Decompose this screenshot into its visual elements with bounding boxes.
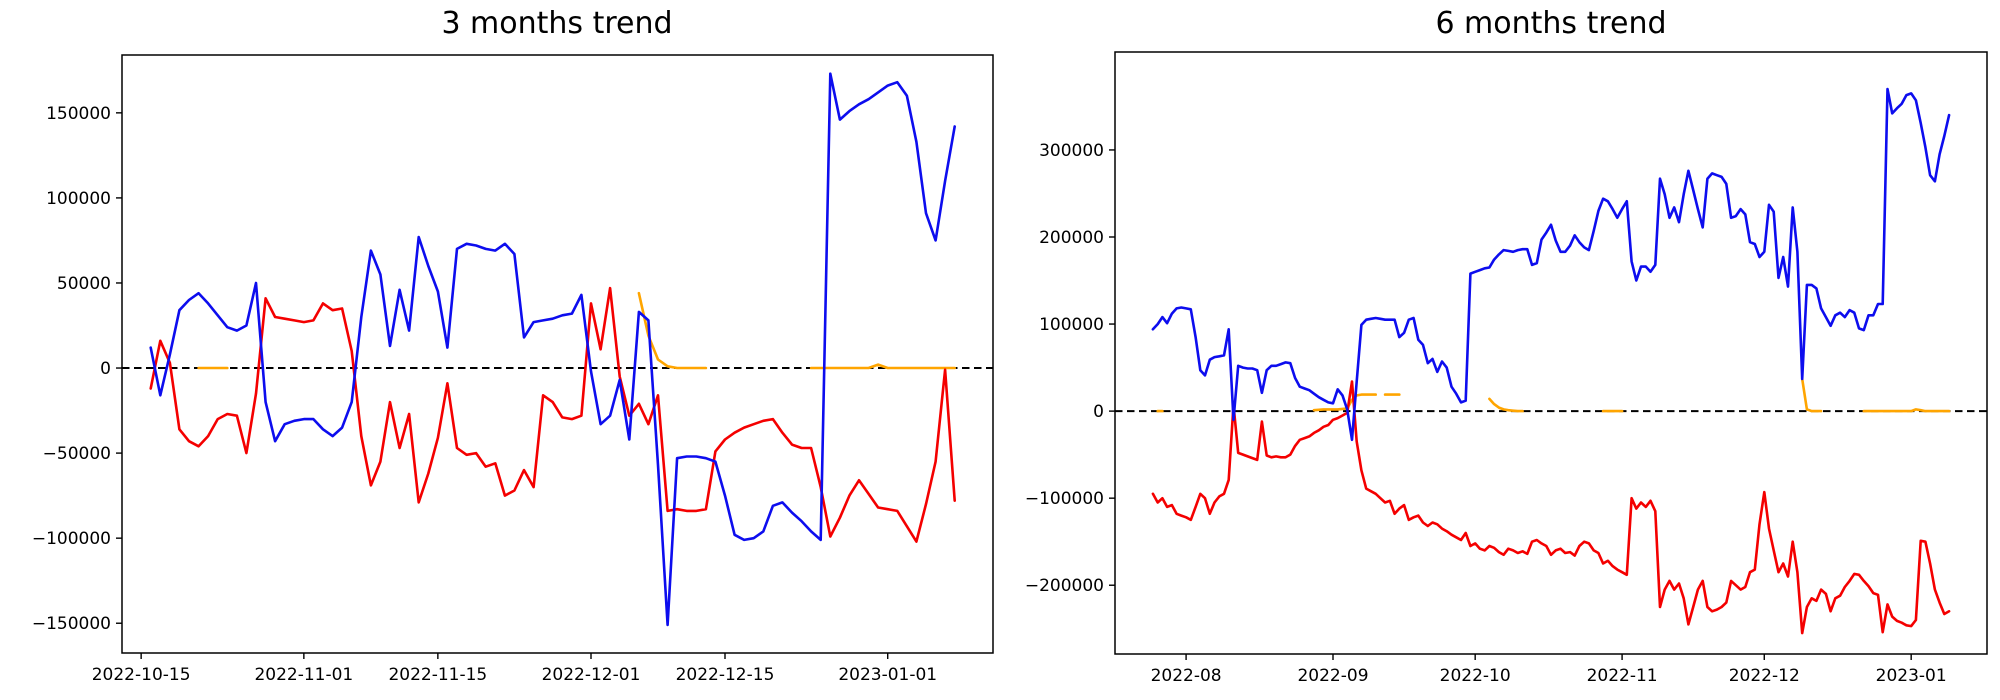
y-tick-label: 100000 [1039,315,1104,335]
x-tick-label: 2022-10 [1440,666,1511,686]
x-tick-label: 2022-12-15 [676,665,775,685]
y-tick-label: −100000 [1025,489,1104,509]
plot-border [121,54,994,654]
y-tick-label: 50000 [57,274,111,294]
x-tick-label: 2022-10-15 [92,665,191,685]
series-line-blue [1151,87,1951,442]
x-tick-label: 2023-01-01 [838,665,937,685]
series-line-red [149,286,957,543]
y-tick-label: −100000 [32,529,111,549]
x-tick-label: 2022-11-15 [388,665,487,685]
y-tick-label: 300000 [1039,141,1104,161]
series-line-orange [809,363,957,370]
chart-title-3-months: 3 months trend [441,6,672,41]
y-tick-label: −200000 [1025,576,1104,596]
x-tick-label: 2022-08 [1151,666,1222,686]
y-tick-label: 200000 [1039,228,1104,248]
series-line-red [1151,380,1951,635]
chart-6-months-trend: 300000 200000 100000 0 −100000 −200000 2022-08… [1025,51,1988,686]
y-tick-label: 100000 [46,189,111,209]
series-line-orange [1800,377,1823,413]
chart-title-6-months: 6 months trend [1435,6,1666,41]
plot-border [1114,51,1988,655]
x-tick-label: 2022-12 [1729,666,1800,686]
y-tick-label: 0 [1093,402,1104,422]
x-tick-label: 2022-12-01 [542,665,641,685]
y-tick-label: −50000 [43,444,111,464]
y-tick-label: −150000 [32,614,111,634]
x-tick-label: 2022-09 [1297,666,1368,686]
series-line-blue [149,72,957,627]
x-tick-label: 2022-11-01 [254,665,353,685]
y-tick-label: 150000 [46,104,111,124]
series-line-orange [1312,393,1377,412]
series-line-orange [1862,408,1951,413]
chart-3-months-trend: 150000 100000 50000 0 −50000 −100000 −150000 20… [32,54,994,685]
series-line-orange [1488,397,1524,413]
y-tick-label: 0 [100,359,111,379]
x-tick-label: 2022-11 [1587,666,1658,686]
x-tick-label: 2023-01 [1876,666,1947,686]
